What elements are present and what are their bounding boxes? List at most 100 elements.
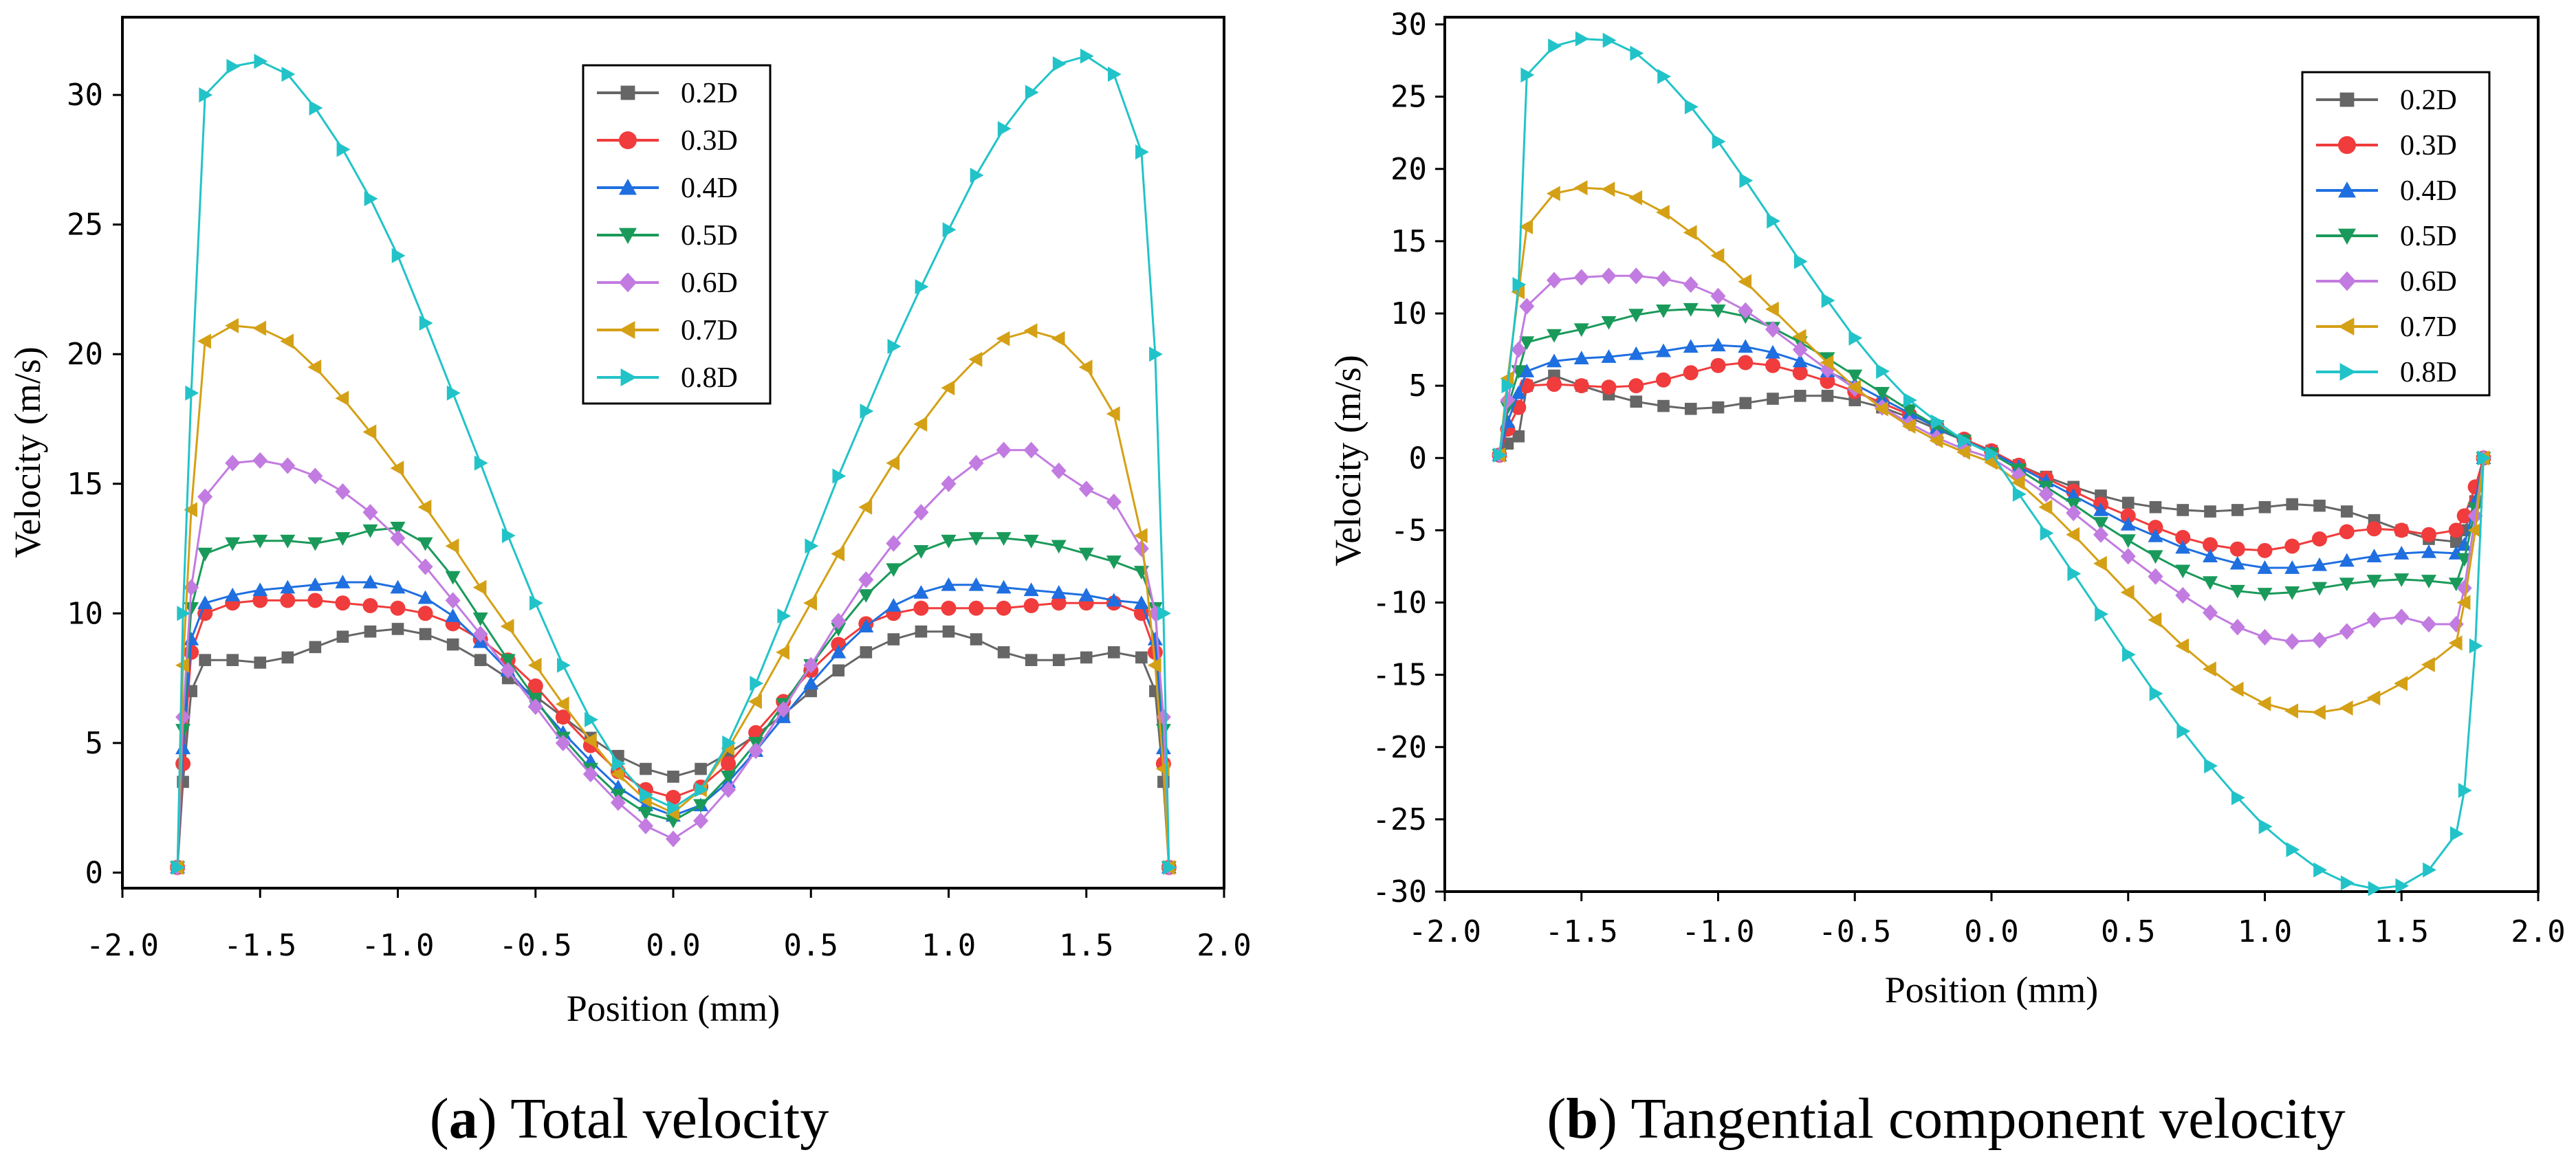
data-point	[1630, 45, 1644, 61]
legend-label: 0.8D	[681, 362, 738, 394]
data-point	[2395, 878, 2410, 894]
legend-label: 0.2D	[2400, 85, 2457, 116]
y-tick-label-b: 0	[1409, 441, 1428, 476]
data-point	[1080, 48, 1094, 64]
data-point	[362, 597, 378, 613]
data-point	[2066, 505, 2082, 522]
y-tick-label-b: 25	[1390, 80, 1427, 115]
data-point	[2148, 612, 2162, 628]
data-point	[1512, 430, 1525, 443]
legend-label: 0.2D	[681, 78, 738, 109]
data-point	[1765, 301, 1779, 317]
data-point	[2038, 485, 2054, 503]
data-point	[2449, 536, 2463, 548]
data-point	[915, 625, 928, 638]
data-point	[2467, 507, 2483, 525]
data-point	[2312, 632, 2327, 649]
y-tick-label-b: 30	[1390, 8, 1427, 43]
data-point	[197, 488, 213, 505]
data-point	[1519, 364, 1535, 377]
data-point	[280, 534, 296, 549]
data-point	[721, 781, 736, 798]
data-point	[970, 168, 984, 184]
data-point	[2339, 623, 2355, 640]
data-point	[1108, 66, 1122, 82]
data-point	[2340, 875, 2355, 891]
y-tick-label-a: 30	[67, 78, 103, 113]
y-tick-label-b: -30	[1373, 874, 1427, 909]
data-point	[2421, 544, 2436, 558]
data-point	[527, 678, 543, 694]
data-point	[184, 601, 199, 616]
legend-marker	[2338, 181, 2356, 198]
data-point	[1792, 341, 1808, 358]
data-point	[666, 790, 681, 806]
legend-marker	[619, 179, 637, 195]
data-point	[831, 644, 847, 659]
y-tick-label-b: 15	[1390, 224, 1427, 259]
data-point	[2066, 527, 2080, 542]
data-point	[2258, 500, 2271, 514]
data-point	[2368, 881, 2382, 896]
data-point	[2366, 611, 2382, 628]
data-point	[1684, 99, 1699, 115]
data-point	[1657, 399, 1670, 412]
data-point	[585, 711, 598, 727]
data-point	[2067, 566, 2082, 582]
data-point	[1628, 190, 1643, 206]
data-point	[1792, 365, 1808, 381]
data-point	[2175, 586, 2191, 604]
data-point	[1630, 395, 1643, 408]
data-point	[1601, 267, 1617, 285]
data-point	[2284, 633, 2300, 650]
data-point	[1820, 373, 1835, 389]
data-point	[860, 404, 874, 419]
x-tick-label-a: -2.0	[86, 928, 159, 963]
data-point	[832, 468, 847, 484]
axis-ticks-a: -2.0 -1.5 -1.0 -0.5 0.0 0.5 1.0 1.5 2.0 0 5 10 15 20 2…	[67, 78, 1252, 963]
data-point	[996, 441, 1012, 459]
legend-a: 0.2D 0.3D 0.4D 0.5D 0.6D 0.7D 0.8D	[582, 64, 772, 405]
data-point	[667, 800, 681, 816]
data-point	[390, 522, 406, 536]
data-point	[1628, 378, 1644, 394]
data-point	[913, 417, 928, 432]
data-point	[2038, 499, 2053, 515]
data-point	[1573, 180, 1588, 196]
data-point	[941, 475, 957, 492]
data-point	[419, 315, 433, 331]
series-0-4D-a	[170, 575, 1177, 874]
data-point	[942, 625, 955, 638]
data-point	[445, 571, 461, 585]
data-point	[335, 595, 351, 611]
data-point	[2204, 505, 2216, 518]
data-point	[199, 87, 213, 103]
data-point	[2339, 700, 2353, 716]
data-point	[335, 483, 351, 500]
data-point	[2093, 526, 2108, 543]
data-point	[252, 320, 267, 336]
data-point	[390, 461, 404, 476]
data-point	[2229, 584, 2245, 599]
data-point	[776, 700, 792, 718]
data-point	[1683, 339, 1699, 353]
data-point	[693, 799, 709, 813]
data-point	[1149, 346, 1163, 362]
data-point	[2366, 521, 2382, 537]
data-point	[184, 502, 197, 518]
data-point	[1683, 276, 1699, 294]
data-point	[1767, 393, 1779, 405]
data-point	[1847, 379, 1862, 395]
data-point	[2093, 517, 2108, 531]
data-point	[1493, 448, 1507, 463]
y-tick-label-b: 5	[1409, 368, 1428, 404]
data-point	[2120, 516, 2136, 531]
data-point	[886, 535, 902, 552]
data-point	[803, 676, 819, 689]
data-point	[858, 619, 874, 632]
data-point	[419, 628, 432, 641]
data-point	[364, 625, 377, 638]
data-point	[177, 606, 191, 621]
data-point	[2284, 586, 2300, 600]
legend-item-0.6D: 0.6D	[597, 267, 738, 299]
